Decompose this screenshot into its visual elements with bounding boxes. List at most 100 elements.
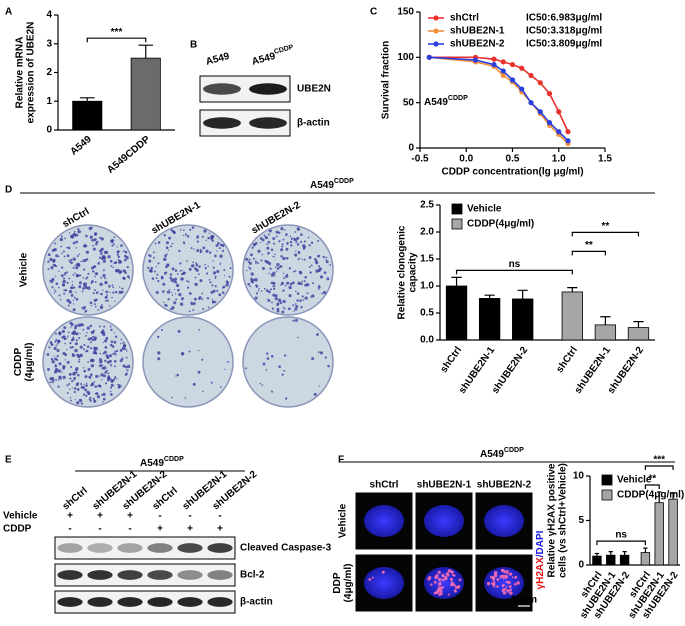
colony xyxy=(198,296,202,300)
colony xyxy=(112,286,115,289)
colony xyxy=(64,288,68,292)
colony xyxy=(89,235,93,239)
colony xyxy=(66,348,68,351)
colony xyxy=(71,284,74,286)
colony xyxy=(217,241,220,245)
colony xyxy=(112,352,115,355)
colony xyxy=(56,358,59,362)
condition-sign: + xyxy=(127,511,133,522)
colony xyxy=(270,288,273,291)
colony xyxy=(281,243,284,246)
colony xyxy=(276,267,280,270)
colony xyxy=(260,259,263,262)
colony xyxy=(71,280,73,283)
colony xyxy=(102,274,106,278)
colony xyxy=(209,281,212,284)
colony xyxy=(280,281,285,285)
colony xyxy=(61,371,63,373)
y-tick-label: 1.0 xyxy=(420,281,434,292)
colony xyxy=(188,310,191,313)
y-tick-label: 3 xyxy=(46,38,52,49)
panel-label: A xyxy=(5,7,12,18)
colony xyxy=(92,247,96,251)
label-main: A549 xyxy=(424,97,448,108)
colony xyxy=(289,240,293,244)
colony xyxy=(221,249,225,253)
colony xyxy=(103,325,106,328)
colony xyxy=(57,286,60,289)
colony xyxy=(210,381,213,384)
colony xyxy=(87,392,90,395)
colony xyxy=(293,237,295,239)
focus xyxy=(449,578,452,581)
colony xyxy=(74,399,76,401)
colony xyxy=(184,233,187,236)
colony xyxy=(91,238,94,242)
colony xyxy=(274,274,276,277)
colony xyxy=(274,253,276,256)
colony xyxy=(107,372,110,375)
legend-swatch xyxy=(601,489,613,501)
colony xyxy=(156,335,160,339)
colony xyxy=(123,344,127,348)
colony xyxy=(58,331,62,336)
colony xyxy=(169,273,173,276)
colony xyxy=(165,241,169,245)
colony xyxy=(229,267,232,270)
colony xyxy=(103,250,107,254)
colony xyxy=(254,278,258,282)
colony xyxy=(265,261,268,263)
colony xyxy=(274,266,277,269)
colony xyxy=(272,285,274,288)
colony xyxy=(75,233,79,237)
colony xyxy=(109,343,113,347)
colony xyxy=(109,325,112,327)
colony xyxy=(205,239,208,241)
condition-sign: - xyxy=(128,524,131,535)
data-point xyxy=(509,77,516,83)
colony xyxy=(171,267,175,271)
colony xyxy=(311,357,315,361)
colony xyxy=(315,269,319,273)
colony xyxy=(95,374,99,379)
colony xyxy=(186,280,188,282)
colony xyxy=(62,375,66,380)
colony xyxy=(81,403,84,405)
colony xyxy=(280,248,284,252)
colony xyxy=(124,366,128,369)
colony xyxy=(58,375,62,380)
colony xyxy=(216,269,220,274)
colony xyxy=(113,236,116,239)
colony xyxy=(92,244,95,247)
colony xyxy=(124,271,127,275)
colony xyxy=(299,282,303,286)
colony xyxy=(75,247,78,249)
colony xyxy=(89,301,93,305)
colony xyxy=(266,352,269,355)
colony xyxy=(53,288,55,291)
colony xyxy=(192,382,196,386)
colony xyxy=(329,264,332,266)
colony xyxy=(151,277,155,280)
colony xyxy=(75,266,79,270)
colony xyxy=(78,253,81,255)
colony xyxy=(95,240,99,244)
focus xyxy=(451,574,455,577)
focus xyxy=(507,580,511,585)
colony xyxy=(121,287,124,290)
colony xyxy=(53,248,57,252)
colony xyxy=(78,398,83,403)
focus xyxy=(508,572,513,576)
colony xyxy=(225,280,229,284)
colony xyxy=(92,292,95,295)
colony xyxy=(57,385,60,388)
x-tick-label: 0.0 xyxy=(459,154,473,165)
colony xyxy=(193,297,197,301)
colony xyxy=(317,285,321,289)
colony xyxy=(75,332,79,336)
colony xyxy=(175,375,177,377)
blot-band xyxy=(87,570,113,580)
colony xyxy=(102,401,104,403)
colony xyxy=(168,289,171,291)
colony xyxy=(64,237,67,240)
